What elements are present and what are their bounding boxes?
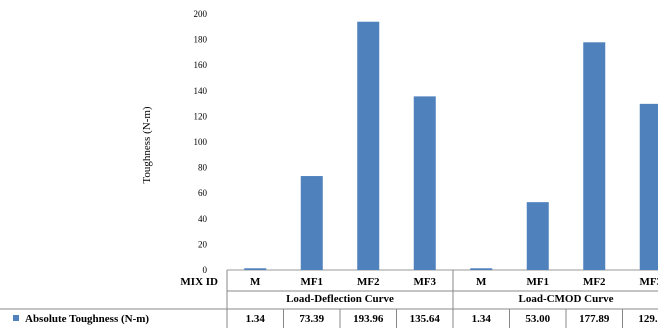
bar: [244, 268, 267, 270]
group-label: Load-CMOD Curve: [518, 293, 613, 305]
x-category-label: MF1: [300, 276, 323, 288]
x-category-label: MF3: [413, 276, 436, 288]
x-axis-categories: M MF1 MF2 MF3 M MF1 MF2 MF3: [250, 276, 658, 288]
y-tick-label: 20: [198, 239, 208, 249]
x-axis-header: MIX ID: [180, 276, 218, 288]
bar: [357, 21, 380, 270]
y-tick-label: 80: [198, 163, 208, 173]
bar: [413, 96, 436, 270]
bar: [470, 268, 493, 270]
data-table-value: 53.00: [525, 313, 550, 325]
data-table-value: 1.34: [246, 313, 266, 325]
data-table-values: 1.34 73.39 193.96 135.64 1.34 53.00 177.89 129.…: [246, 313, 658, 325]
y-tick-label: 100: [194, 137, 208, 147]
x-category-label: MF3: [639, 276, 658, 288]
data-table-value: 1.34: [472, 313, 492, 325]
bar: [583, 42, 606, 271]
y-tick-label: 120: [194, 111, 208, 121]
x-category-label: M: [250, 276, 261, 288]
x-category-label: MF1: [526, 276, 549, 288]
x-category-label: MF2: [357, 276, 380, 288]
y-axis-label: Toughness (N-m): [141, 106, 153, 183]
legend-swatch: [13, 315, 19, 321]
data-table-lines: [0, 270, 658, 328]
bar: [526, 202, 549, 270]
data-table-value: 193.96: [353, 313, 384, 325]
legend-label: Absolute Toughness (N-m): [25, 313, 149, 325]
y-axis-title: Toughness (N-m): [141, 106, 153, 183]
group-labels: Load-Deflection Curve Load-CMOD Curve: [286, 293, 614, 305]
y-tick-label: 60: [198, 188, 208, 198]
y-tick-label: 200: [194, 9, 208, 19]
legend-row: Absolute Toughness (N-m): [13, 313, 149, 325]
data-table-value: 129.8: [638, 313, 658, 325]
x-category-label: M: [476, 276, 487, 288]
y-tick-label: 0: [203, 265, 208, 275]
bar: [300, 176, 323, 270]
x-category-label: MF2: [583, 276, 606, 288]
data-table-value: 73.39: [299, 313, 324, 325]
data-table-value: 177.89: [579, 313, 610, 325]
y-tick-label: 140: [194, 86, 208, 96]
bar: [639, 103, 658, 270]
data-table-value: 135.64: [410, 313, 441, 325]
y-tick-label: 180: [194, 35, 208, 45]
y-tick-label: 40: [198, 214, 208, 224]
group-label: Load-Deflection Curve: [286, 293, 394, 305]
y-tick-label: 160: [194, 60, 208, 70]
bars: [244, 21, 658, 271]
